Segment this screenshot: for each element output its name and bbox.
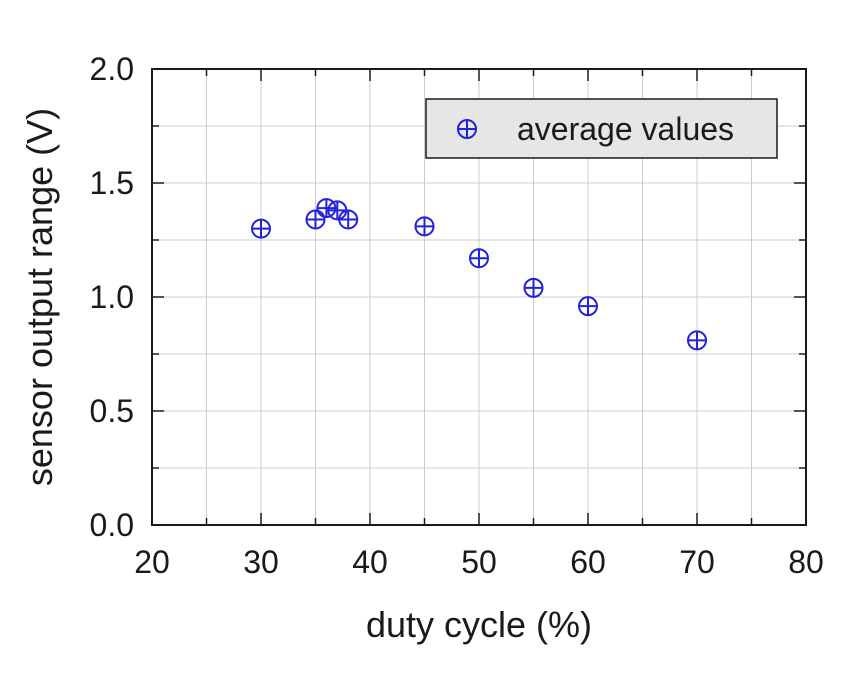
y-tick-label: 2.0 — [90, 51, 134, 87]
x-tick-label: 20 — [134, 544, 170, 580]
data-point — [414, 216, 435, 237]
axis-ticks — [151, 68, 807, 526]
data-point — [338, 209, 359, 230]
x-tick-label: 70 — [679, 544, 715, 580]
x-tick-label: 40 — [352, 544, 388, 580]
legend-box — [425, 98, 778, 159]
y-tick-label: 0.5 — [90, 393, 134, 429]
y-tick-labels: 0.0 0.5 1.0 1.5 2.0 — [90, 51, 134, 543]
y-axis-title: sensor output range (V) — [19, 108, 60, 486]
data-point — [327, 200, 348, 221]
legend: average values — [425, 98, 778, 159]
x-axis-title: duty cycle (%) — [366, 604, 592, 645]
legend-marker — [457, 119, 477, 139]
data-point — [523, 277, 544, 298]
data-points — [251, 198, 707, 351]
y-tick-label: 1.5 — [90, 165, 134, 201]
x-tick-label: 80 — [788, 544, 824, 580]
data-point — [469, 248, 489, 269]
y-tick-label: 0.0 — [90, 507, 134, 543]
legend-label: average values — [517, 111, 734, 147]
data-point — [687, 330, 707, 351]
x-tick-label: 30 — [243, 544, 279, 580]
x-tick-label: 60 — [570, 544, 606, 580]
data-point — [305, 209, 326, 230]
legend-marker-icon — [457, 119, 477, 139]
data-point — [316, 198, 337, 219]
data-point — [578, 296, 598, 317]
x-tick-labels: 20 30 40 50 60 70 80 — [134, 544, 824, 580]
y-tick-label: 1.0 — [90, 279, 134, 315]
data-point — [251, 218, 271, 239]
x-tick-label: 50 — [461, 544, 497, 580]
